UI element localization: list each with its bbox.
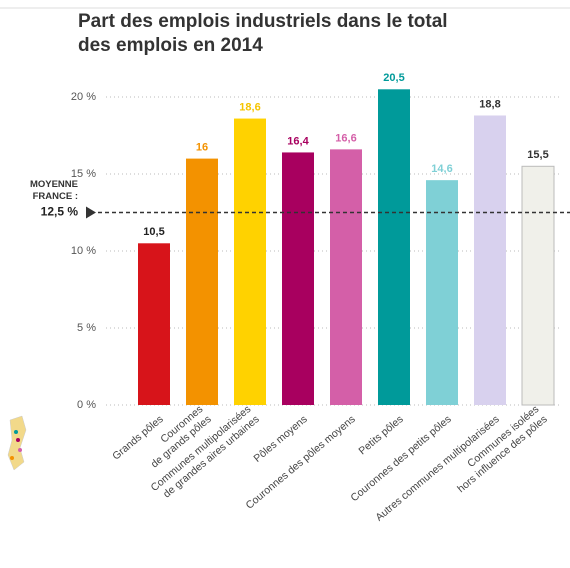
value-label: 14,6 [431,163,452,175]
value-label: 15,5 [527,149,548,161]
y-tick-label: 10 % [71,245,96,257]
value-label: 20,5 [383,72,404,84]
bar [234,118,266,405]
bar [186,158,218,405]
reference-label: FRANCE : [33,191,78,202]
value-label: 16 [196,142,208,154]
reference-value-label: 12,5 % [41,205,79,219]
x-tick-label-group: Petits pôles [356,413,405,457]
y-tick-label: 15 % [71,168,96,180]
x-tick-label: hors influence des pôles [455,413,549,495]
bar [282,152,314,405]
bar [378,89,410,406]
bar [521,165,555,406]
map-decoration [7,415,27,471]
value-label: 16,4 [287,135,309,147]
chart-title: des emplois en 2014 [78,35,263,56]
bar [426,180,458,405]
y-tick-label: 5 % [77,322,96,334]
bar [474,115,506,405]
bar [330,149,362,405]
reference-label: MOYENNE [30,179,78,190]
value-label: 10,5 [143,226,164,238]
bar [138,243,170,405]
value-label: 18,8 [479,98,500,110]
reference-arrow [86,206,96,219]
value-label: 18,6 [239,101,260,113]
y-tick-label: 20 % [71,91,96,103]
value-label: 16,6 [335,132,356,144]
x-tick-label: Petits pôles [356,413,405,457]
chart-title: Part des emplois industriels dans le tot… [78,11,448,32]
y-tick-label: 0 % [77,399,96,411]
